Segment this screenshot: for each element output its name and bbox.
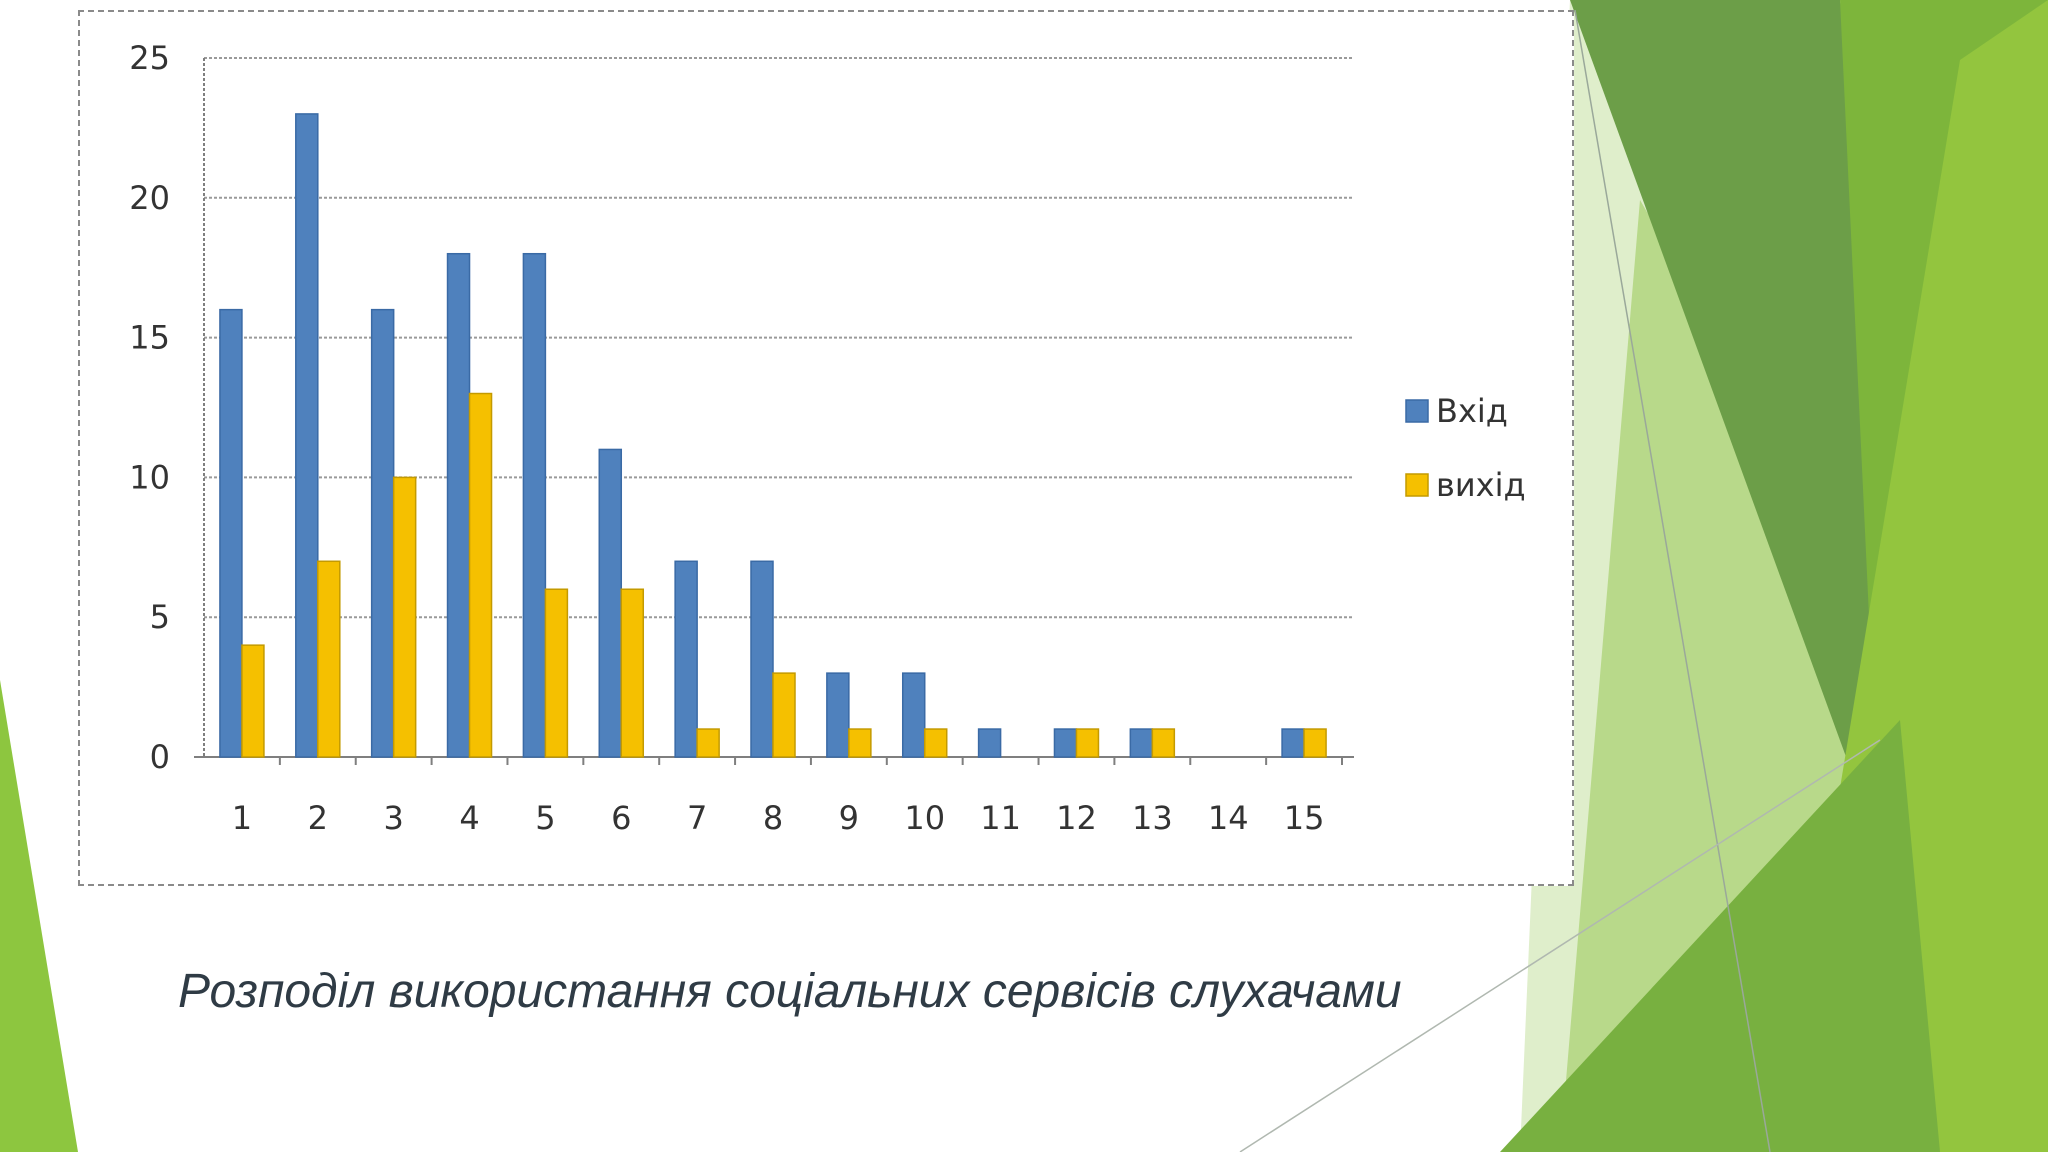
x-tick-label: 13 — [1132, 799, 1173, 837]
bar — [1281, 728, 1305, 758]
bar — [1075, 728, 1100, 758]
bar — [848, 728, 872, 758]
bar — [446, 252, 471, 758]
x-tick-label: 1 — [232, 799, 252, 837]
y-tick-label: 5 — [150, 598, 170, 636]
bar — [317, 560, 341, 758]
x-tick-label: 15 — [1284, 799, 1325, 837]
x-tick-label: 4 — [459, 799, 479, 837]
bar — [598, 448, 623, 758]
y-tick-label: 10 — [129, 458, 170, 496]
bar — [1053, 728, 1078, 758]
bar — [241, 644, 265, 758]
decor-right-dark-shape — [1570, 0, 1920, 850]
y-tick-label: 20 — [129, 179, 170, 217]
bar — [522, 252, 547, 758]
bar — [295, 113, 319, 758]
bar — [901, 672, 926, 758]
legend-label: вихід — [1436, 466, 1526, 504]
bar — [750, 560, 774, 758]
bar — [620, 588, 645, 758]
bar — [674, 560, 698, 758]
bar — [977, 728, 1002, 758]
bar — [370, 308, 395, 758]
x-tick-label: 6 — [611, 799, 631, 837]
x-tick-label: 9 — [839, 799, 859, 837]
x-tick-label: 3 — [383, 799, 403, 837]
bar — [544, 588, 569, 758]
bar — [1303, 728, 1327, 758]
x-tick-label: 10 — [904, 799, 945, 837]
decor-left-green-shape — [0, 680, 78, 1152]
bar — [923, 728, 948, 758]
x-tick-label: 11 — [980, 799, 1021, 837]
x-tick-label: 2 — [308, 799, 328, 837]
x-tick-label: 14 — [1208, 799, 1249, 837]
chart-frame: 0 5 10 15 20 25 1 2 3 4 5 6 7 8 9 10 11 12 13 14 15 Вхід вихід — [78, 10, 1574, 886]
bar — [826, 672, 850, 758]
bar — [1129, 728, 1154, 758]
bar — [219, 308, 243, 758]
decor-thin-line-2 — [1239, 739, 1881, 1152]
slide-caption: Розподіл використання соціальних сервісі… — [178, 965, 1402, 1018]
bar — [696, 728, 720, 758]
y-tick-label: 15 — [129, 319, 170, 357]
y-tick-label: 25 — [129, 39, 170, 77]
decor-bottom-green-shape — [1500, 720, 1940, 1152]
bar — [1151, 728, 1176, 758]
legend-swatch — [1405, 399, 1429, 423]
x-tick-label: 12 — [1056, 799, 1097, 837]
legend-swatch — [1405, 473, 1429, 497]
bar — [468, 392, 493, 758]
bar — [392, 476, 417, 758]
x-tick-label: 8 — [763, 799, 783, 837]
legend-label: Вхід — [1436, 392, 1508, 430]
y-tick-label: 0 — [150, 738, 170, 776]
x-tick-label: 5 — [535, 799, 555, 837]
x-tick-label: 7 — [687, 799, 707, 837]
bar — [772, 672, 796, 758]
decor-thin-line-1 — [1574, 9, 1771, 1152]
